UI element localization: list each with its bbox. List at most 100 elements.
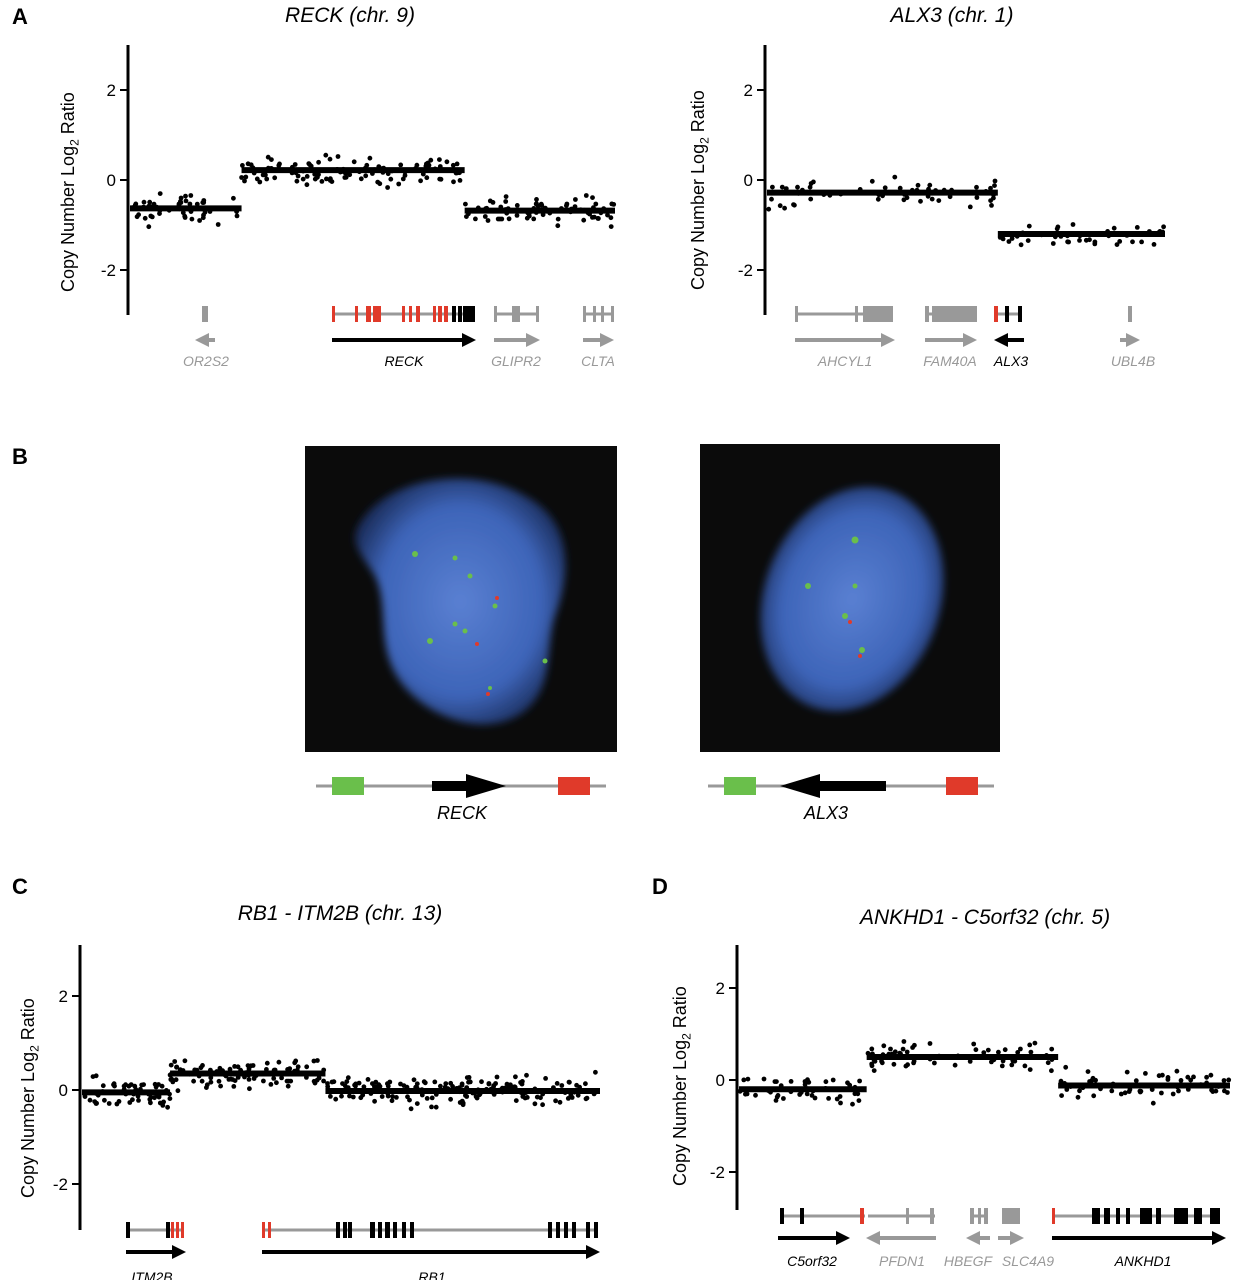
arrow-head: [881, 333, 895, 347]
data-point: [773, 1098, 779, 1103]
data-point: [180, 210, 186, 216]
data-point: [583, 1096, 589, 1102]
data-point: [146, 224, 152, 230]
data-point: [566, 1079, 572, 1085]
y-tick-label: -2: [101, 261, 116, 280]
gene-exon: [780, 1208, 784, 1224]
data-point: [148, 1100, 153, 1106]
gene-exon: [601, 306, 604, 322]
fish-probe-diagram: ALX3: [708, 774, 994, 823]
data-point: [460, 1102, 466, 1108]
data-point: [1091, 1093, 1097, 1099]
gene-exon: [930, 1208, 934, 1224]
data-point: [414, 162, 420, 168]
y-tick-label: -2: [738, 261, 753, 280]
gene-exon: [370, 1222, 375, 1238]
data-point: [1087, 237, 1092, 243]
data-point: [261, 1078, 266, 1084]
data-point: [424, 1096, 430, 1101]
data-point: [188, 193, 194, 198]
gene-label: ANKHD1: [1114, 1253, 1172, 1269]
data-point: [915, 182, 921, 188]
fish-image-alx3: [700, 444, 1000, 752]
data-point: [114, 1101, 120, 1107]
data-point: [1151, 242, 1157, 247]
data-point: [1092, 241, 1098, 247]
gene-label: HBEGF: [944, 1253, 994, 1269]
data-point: [1049, 1046, 1055, 1052]
gene-exon: [402, 1222, 406, 1238]
data-point: [339, 1093, 344, 1099]
data-point: [1134, 225, 1140, 230]
data-point: [251, 1076, 257, 1081]
gene-label: RB1: [418, 1269, 445, 1280]
direction-arrow: [866, 1231, 936, 1245]
data-point: [753, 1092, 758, 1098]
gene-exon: [1210, 1208, 1220, 1224]
gene-exon: [1002, 1208, 1020, 1224]
gene-label: FAM40A: [923, 353, 976, 369]
data-point: [328, 1094, 333, 1099]
gene-label: UBL4B: [1111, 353, 1155, 369]
data-point: [232, 1078, 238, 1083]
data-point: [429, 1095, 435, 1101]
data-point: [272, 175, 278, 181]
data-point: [300, 176, 306, 182]
gene-exon: [1128, 306, 1132, 322]
data-point: [239, 175, 245, 180]
data-point: [1118, 1091, 1124, 1097]
data-point: [321, 1078, 326, 1084]
data-point: [226, 1077, 232, 1082]
data-point: [147, 199, 153, 205]
data-point: [1054, 226, 1060, 232]
data-point: [448, 1096, 453, 1102]
gene-exon-red: [355, 306, 358, 322]
data-point: [779, 184, 785, 190]
data-point: [992, 183, 997, 189]
data-point: [514, 203, 520, 208]
panel-letter-d: D: [652, 874, 668, 899]
gene-exon: [393, 1222, 397, 1238]
data-point: [513, 1074, 518, 1080]
data-point: [311, 1058, 317, 1064]
nucleus-shape: [760, 486, 944, 712]
data-point: [503, 199, 509, 204]
gene-exon: [343, 1222, 347, 1238]
data-point: [532, 1101, 538, 1107]
data-point: [1159, 1090, 1164, 1096]
data-point: [1018, 242, 1024, 248]
data-point: [596, 216, 601, 221]
data-point: [204, 1082, 210, 1088]
data-point: [248, 162, 254, 168]
arrow-head: [994, 333, 1008, 347]
direction-arrow: [925, 333, 977, 347]
data-point: [316, 159, 321, 165]
data-point: [534, 1094, 540, 1100]
data-point: [315, 1058, 320, 1063]
arrow-head: [526, 333, 540, 347]
data-point: [1130, 239, 1135, 245]
data-point: [1185, 1074, 1191, 1080]
data-point: [534, 201, 539, 207]
fish-signals: [805, 536, 865, 658]
data-point: [182, 1058, 188, 1064]
data-point: [1009, 1062, 1015, 1068]
data-point: [407, 1097, 412, 1103]
data-point: [971, 1041, 977, 1047]
gene-exon: [1116, 1208, 1120, 1224]
data-point: [485, 218, 491, 223]
data-point: [852, 1091, 858, 1097]
data-point: [513, 1098, 519, 1103]
gene-arrow-head: [780, 774, 820, 798]
arrow-head: [586, 1245, 600, 1259]
data-point: [102, 1097, 107, 1103]
data-point: [608, 224, 614, 230]
gene-exon: [385, 1222, 390, 1238]
gene-exon-red: [262, 1222, 265, 1238]
data-point: [554, 1081, 560, 1086]
arrow-head: [836, 1231, 850, 1245]
data-point: [264, 176, 270, 182]
data-point: [782, 205, 787, 211]
data-point: [247, 1086, 252, 1092]
gene-exon: [800, 1208, 804, 1224]
